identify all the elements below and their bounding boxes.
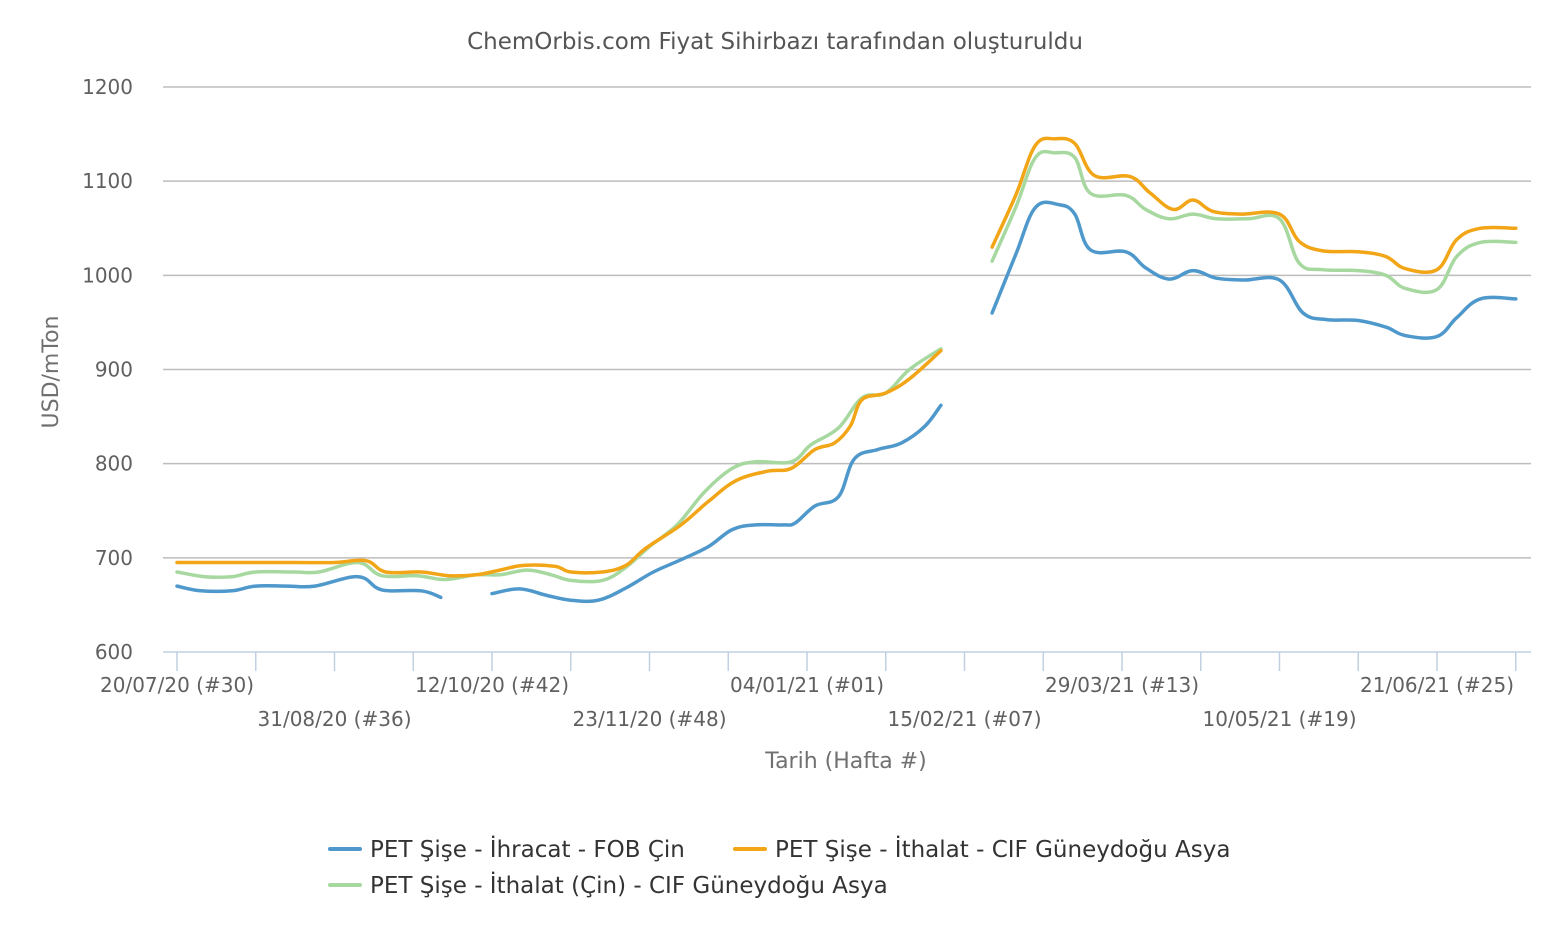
x-axis-title: Tarih (Hafta #) xyxy=(764,749,926,774)
legend-label: PET Şişe - İhracat - FOB Çin xyxy=(370,835,685,863)
series-line-segment xyxy=(175,348,943,578)
x-tick-label: 20/07/20 (#30) xyxy=(100,673,254,697)
series-line-segment xyxy=(990,149,1518,295)
x-tick-label: 29/03/21 (#13) xyxy=(1045,673,1199,697)
chart-title: ChemOrbis.com Fiyat Sihirbazı tarafından… xyxy=(467,29,1083,55)
y-tick-label: 700 xyxy=(95,546,133,570)
y-tick-label: 1000 xyxy=(82,263,133,287)
x-tick-label: 12/10/20 (#42) xyxy=(415,673,569,697)
y-tick-label: 1200 xyxy=(82,75,133,99)
x-tick-label: 21/06/21 (#25) xyxy=(1360,673,1514,697)
x-tick-label: 15/02/21 (#07) xyxy=(888,707,1042,731)
series-line-segment xyxy=(990,136,1518,275)
y-tick-label: 900 xyxy=(95,358,133,382)
y-axis-title: USD/mTon xyxy=(39,316,64,429)
series-2 xyxy=(175,136,1518,578)
x-tick-label: 04/01/21 (#01) xyxy=(730,673,884,697)
series-1 xyxy=(175,200,1518,604)
y-tick-label: 800 xyxy=(95,452,133,476)
y-tick-label: 600 xyxy=(95,640,133,664)
y-tick-label: 1100 xyxy=(82,169,133,193)
legend-label: PET Şişe - İthalat - CIF Güneydoğu Asya xyxy=(775,835,1230,863)
y-axis-ticks: 1200 1100 1000 900 800 700 600 xyxy=(82,75,133,664)
series-line-segment xyxy=(175,347,943,584)
x-tick-label: 10/05/21 (#19) xyxy=(1203,707,1357,731)
x-tick-label: 23/11/20 (#48) xyxy=(573,707,727,731)
series-line-segment xyxy=(175,574,443,600)
series-3 xyxy=(175,149,1518,584)
x-tick-label: 31/08/20 (#36) xyxy=(258,707,412,731)
series-line-segment xyxy=(990,200,1518,340)
grid-lines xyxy=(163,86,1531,559)
series-line-segment xyxy=(490,403,943,604)
legend-label: PET Şişe - İthalat (Çin) - CIF Güneydoğu… xyxy=(370,871,888,899)
legend: PET Şişe - İhracat - FOB Çin PET Şişe - İ… xyxy=(328,835,1230,899)
x-axis: 20/07/20 (#30)31/08/20 (#36)12/10/20 (#4… xyxy=(100,651,1531,731)
series-lines xyxy=(175,136,1518,604)
